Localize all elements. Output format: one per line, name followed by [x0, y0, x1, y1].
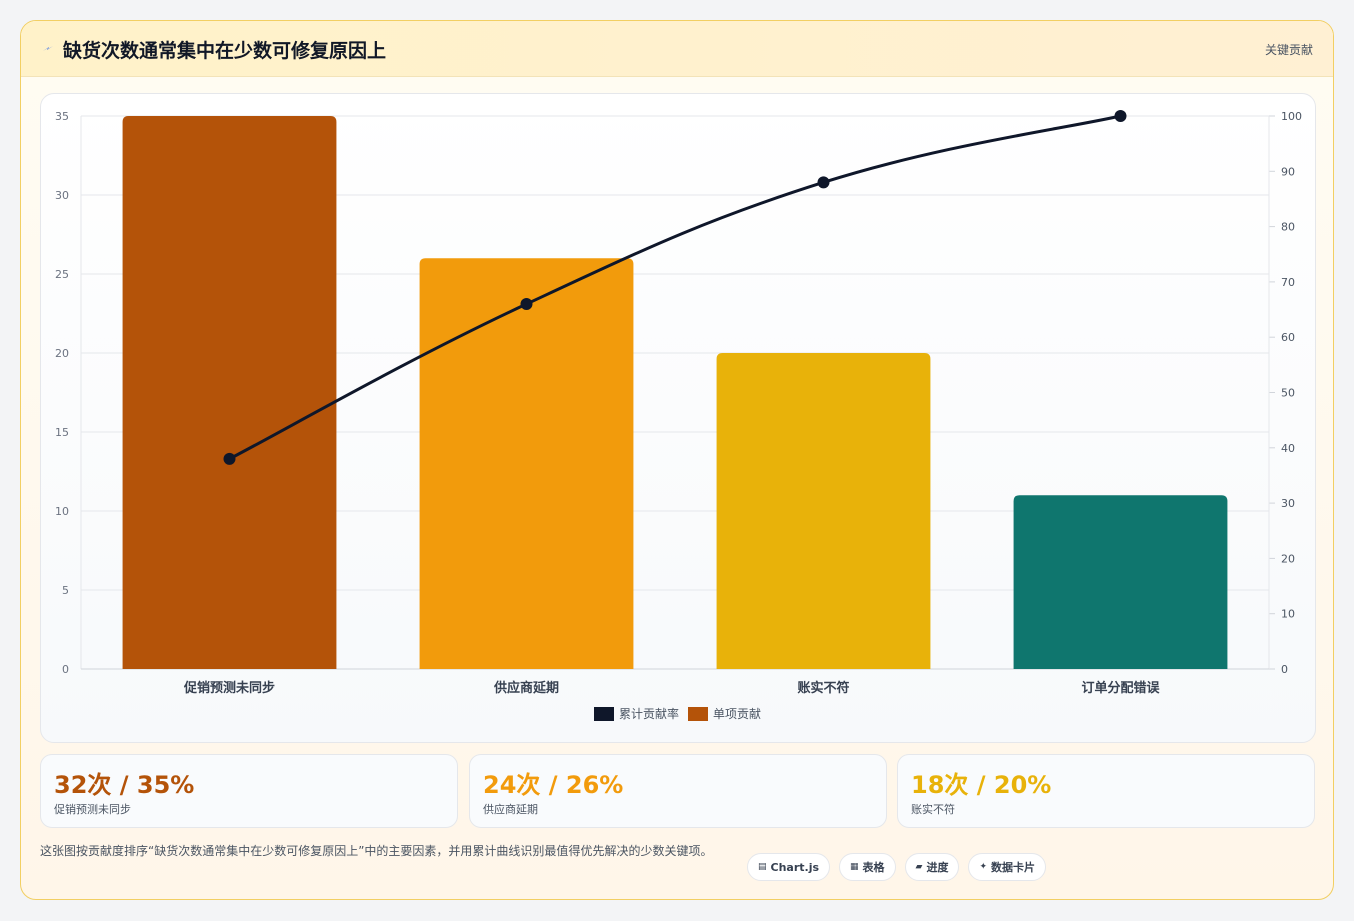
y-right-tick-label: 70	[1281, 276, 1295, 289]
chart-description: 这张图按贡献度排序“缺货次数通常集中在少数可修复原因上”中的主要因素，并用累计曲…	[40, 844, 713, 858]
y-left-tick-label: 25	[55, 268, 69, 281]
y-left-tick-label: 5	[62, 584, 69, 597]
y-right-tick-label: 30	[1281, 497, 1295, 510]
header-tag: 关键贡献	[1264, 43, 1313, 57]
page-title: 缺货次数通常集中在少数可修复原因上	[63, 40, 387, 62]
card-header: 缺货次数通常集中在少数可修复原因上 关键贡献	[21, 21, 1333, 77]
y-right-tick-label: 0	[1281, 663, 1288, 676]
legend-swatch	[688, 707, 708, 721]
sparkle-icon: ✦	[979, 862, 988, 872]
y-left-tick-label: 10	[55, 505, 69, 518]
pill-data-cards[interactable]: ✦ 数据卡片	[968, 853, 1047, 881]
legend-swatch	[594, 707, 614, 721]
x-tick-label: 促销预测未同步	[183, 680, 275, 696]
x-tick-label: 订单分配错误	[1081, 680, 1160, 696]
cumulative-point	[223, 452, 236, 465]
pill-label: Chart.js	[770, 860, 820, 874]
y-left-tick-label: 30	[55, 189, 69, 202]
stat-value: 32次 / 35%	[54, 771, 195, 799]
legend-label: 累计贡献率	[619, 706, 679, 721]
stat-value: 18次 / 20%	[911, 771, 1052, 799]
y-right-tick-label: 40	[1281, 442, 1295, 455]
stat-card: 24次 / 26% 供应商延期	[469, 754, 887, 828]
pill-label: 数据卡片	[991, 861, 1036, 874]
cumulative-line	[228, 114, 1121, 461]
tag-pills: ▤ Chart.js ▦ 表格 ▰ 进度 ✦ 数据卡片	[747, 853, 1047, 881]
y-right-tick-label: 20	[1281, 552, 1295, 565]
x-tick-label: 供应商延期	[493, 680, 559, 696]
table-icon: ▦	[850, 862, 859, 872]
pill-chartjs[interactable]: ▤ Chart.js	[747, 853, 831, 881]
cumulative-point	[817, 176, 830, 189]
stat-value: 24次 / 26%	[483, 771, 624, 799]
cumulative-point	[520, 298, 533, 311]
stat-label: 账实不符	[911, 803, 955, 816]
pill-label: 进度	[926, 861, 949, 874]
chart-icon: ▤	[758, 862, 767, 872]
progress-icon: ▰	[915, 862, 923, 872]
y-right-tick-label: 60	[1281, 331, 1295, 344]
y-left-tick-label: 35	[55, 110, 69, 123]
pareto-chart: 0 5 10 15 20 25 30 35 0 10 20 30 40 50 60 70 80 90 100 促销预测…	[55, 110, 1302, 721]
pill-table[interactable]: ▦ 表格	[839, 853, 896, 881]
y-right-tick-label: 90	[1281, 165, 1295, 178]
y-right-tick-label: 100	[1281, 110, 1302, 123]
bar	[716, 353, 931, 669]
lightning-icon	[43, 46, 53, 51]
chart-card: 缺货次数通常集中在少数可修复原因上 关键贡献 0 5 10 15 20 25 30 35 0 10…	[20, 20, 1334, 900]
pill-progress[interactable]: ▰ 进度	[904, 853, 960, 881]
stat-label: 供应商延期	[483, 803, 538, 816]
cumulative-point	[1114, 110, 1127, 122]
y-left-tick-label: 20	[55, 347, 69, 360]
legend-label: 单项贡献	[713, 706, 761, 721]
y-left-tick-label: 0	[62, 663, 69, 676]
y-right-tick-label: 80	[1281, 221, 1295, 234]
chart-panel: 0 5 10 15 20 25 30 35 0 10 20 30 40 50 60 70 80 90 100 促销预测…	[40, 93, 1316, 743]
y-right-tick-label: 50	[1281, 387, 1295, 400]
y-right-tick-label: 10	[1281, 608, 1295, 621]
stat-label: 促销预测未同步	[54, 803, 131, 816]
stat-card: 18次 / 20% 账实不符	[897, 754, 1315, 828]
y-left-tick-label: 15	[55, 426, 69, 439]
pill-label: 表格	[862, 861, 885, 874]
bar	[122, 116, 337, 669]
x-tick-label: 账实不符	[797, 680, 849, 696]
bar	[1013, 495, 1228, 669]
stat-card: 32次 / 35% 促销预测未同步	[40, 754, 458, 828]
bar	[419, 258, 634, 669]
